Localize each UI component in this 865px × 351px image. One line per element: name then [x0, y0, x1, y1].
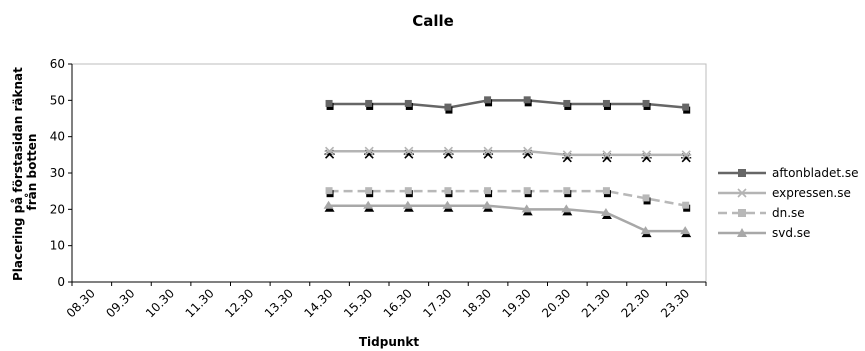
x-tick-label: 18.30	[460, 286, 494, 320]
data-point	[444, 187, 452, 195]
series-aftonbladet-se	[325, 96, 691, 114]
data-point	[443, 146, 454, 159]
x-tick-label: 20.30	[539, 286, 573, 320]
legend-marker	[737, 228, 747, 237]
series-line	[329, 204, 687, 233]
series-line	[329, 99, 687, 109]
legend-marker	[738, 169, 746, 177]
data-point	[563, 99, 571, 107]
x-tick-label: 08.30	[64, 286, 98, 320]
x-tick-label: 17.30	[420, 286, 454, 320]
data-point	[402, 200, 413, 209]
data-point	[641, 150, 652, 163]
x-tick-label: 14.30	[301, 286, 335, 320]
x-tick-label: 10.30	[143, 286, 177, 320]
data-point	[484, 96, 492, 104]
x-tick-label: 15.30	[341, 286, 375, 320]
x-tick-label: 21.30	[579, 286, 613, 320]
legend-marker	[737, 188, 747, 198]
data-point	[444, 103, 452, 111]
y-tick-label: 30	[50, 166, 65, 180]
x-tick-label: 16.30	[381, 286, 415, 320]
x-tick-label: 09.30	[103, 286, 137, 320]
series-svd-se	[323, 200, 692, 238]
series-line	[329, 149, 687, 157]
x-tick-label: 11.30	[183, 286, 217, 320]
y-tick-label: 0	[57, 275, 65, 289]
data-point	[324, 146, 335, 159]
series-layer	[323, 96, 692, 238]
data-point	[365, 187, 373, 195]
legend-marker	[738, 209, 746, 217]
data-point	[642, 194, 650, 202]
y-axis-title-line-2: från botten	[25, 134, 39, 211]
data-point	[442, 200, 453, 209]
data-point	[403, 146, 414, 159]
data-point	[602, 187, 610, 195]
data-point	[521, 204, 532, 213]
y-axis-title: Placering på förstasidan räknat från bot…	[11, 63, 39, 281]
y-tick-label: 60	[50, 57, 65, 71]
plot-area-border	[71, 63, 707, 283]
data-point	[484, 187, 492, 195]
data-point	[483, 146, 494, 159]
x-tick-label: 22.30	[618, 286, 652, 320]
y-axis-title-line-1: Placering på förstasidan räknat	[11, 67, 25, 281]
data-point	[562, 150, 573, 163]
series-line	[329, 189, 687, 207]
legend-label: expressen.se	[772, 186, 851, 200]
series-dn-se	[325, 187, 691, 212]
data-point	[523, 96, 531, 104]
x-tick-label: 19.30	[500, 286, 534, 320]
legend-label: svd.se	[772, 226, 810, 240]
data-point	[682, 201, 690, 209]
data-point	[323, 200, 334, 209]
x-tick-label: 23.30	[658, 286, 692, 320]
data-point	[563, 187, 571, 195]
data-point	[363, 200, 374, 209]
data-point	[602, 99, 610, 107]
data-point	[561, 204, 572, 213]
y-tick-label: 20	[50, 202, 65, 216]
x-tick-label: 12.30	[222, 286, 256, 320]
y-tick-label: 10	[50, 239, 65, 253]
data-point	[404, 99, 412, 107]
y-tick-label: 50	[50, 93, 65, 107]
data-point	[680, 226, 691, 235]
data-point	[681, 150, 692, 163]
data-point	[404, 187, 412, 195]
legend-item: dn.se	[718, 206, 805, 220]
data-point	[640, 226, 651, 235]
data-point	[364, 146, 375, 159]
legend-item: expressen.se	[718, 186, 851, 200]
data-point	[365, 99, 373, 107]
series-expressen-se	[324, 146, 692, 163]
chart-title: Calle	[412, 12, 454, 30]
data-point	[523, 187, 531, 195]
x-tick-label: 13.30	[262, 286, 296, 320]
data-point	[600, 207, 611, 216]
data-point	[682, 103, 690, 111]
data-point	[325, 99, 333, 107]
legend-label: dn.se	[772, 206, 805, 220]
data-point	[642, 99, 650, 107]
legend-item: aftonbladet.se	[718, 166, 858, 180]
legend-item: svd.se	[718, 226, 810, 240]
legend-label: aftonbladet.se	[772, 166, 858, 180]
data-point	[522, 146, 533, 159]
y-tick-label: 40	[50, 130, 65, 144]
data-point	[482, 200, 493, 209]
x-axis-title: Tidpunkt	[359, 335, 420, 349]
data-point	[325, 187, 333, 195]
data-point	[601, 150, 612, 163]
legend: aftonbladet.se expressen.se dn.se svd.se	[718, 166, 858, 240]
